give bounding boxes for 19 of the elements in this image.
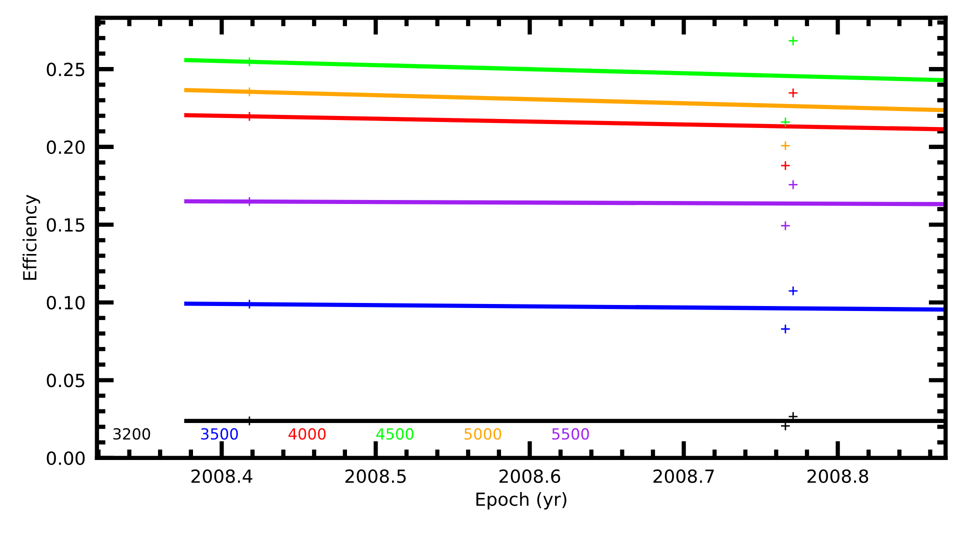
text: 4500 — [376, 428, 414, 440]
y-tick-label: 0.05 — [46, 374, 84, 388]
text: 3500 — [201, 428, 238, 440]
x-tick-label: 2008.5 — [345, 469, 406, 484]
legend-label: 3200 — [113, 428, 150, 440]
y-tick-label: 0.00 — [46, 451, 85, 466]
x-tick-label: 2008.7 — [654, 469, 714, 484]
x-tick-label: 2008.4 — [191, 469, 252, 484]
y-tick-label: 0.10 — [46, 296, 85, 310]
text: 5000 — [464, 428, 502, 440]
x-tick-label: 2008.8 — [808, 469, 868, 484]
y-axis-title: Efficiency — [22, 194, 40, 280]
text: 4000 — [288, 428, 326, 440]
y-tick-label: 0.20 — [46, 140, 85, 154]
x-tick-label: 2008.6 — [499, 469, 560, 484]
y-tick-label: 0.25 — [46, 62, 84, 76]
x-axis-title: Epoch (yr) — [476, 492, 566, 510]
text: 5500 — [552, 428, 589, 440]
y-tick-label: 0.15 — [46, 218, 84, 232]
